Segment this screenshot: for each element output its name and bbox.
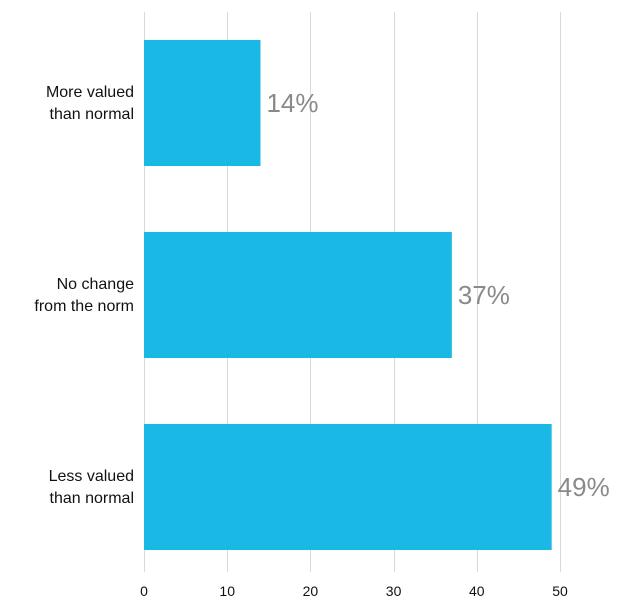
category-label: from the norm (34, 298, 134, 315)
x-tick-label: 20 (303, 583, 319, 599)
bar (144, 424, 552, 550)
bar (144, 232, 452, 358)
category-label: than normal (50, 490, 135, 507)
data-label: 49% (558, 472, 610, 502)
x-tick-label: 10 (219, 583, 235, 599)
category-label: No change (57, 276, 134, 293)
data-label: 37% (458, 280, 510, 310)
x-tick-label: 0 (140, 583, 148, 599)
x-tick-label: 50 (552, 583, 568, 599)
category-label: More valued (46, 84, 134, 101)
x-tick-label: 40 (469, 583, 485, 599)
bar (144, 40, 261, 166)
category-label: than normal (50, 106, 135, 123)
data-label: 14% (266, 88, 318, 118)
x-tick-label: 30 (386, 583, 402, 599)
category-label: Less valued (49, 468, 134, 485)
